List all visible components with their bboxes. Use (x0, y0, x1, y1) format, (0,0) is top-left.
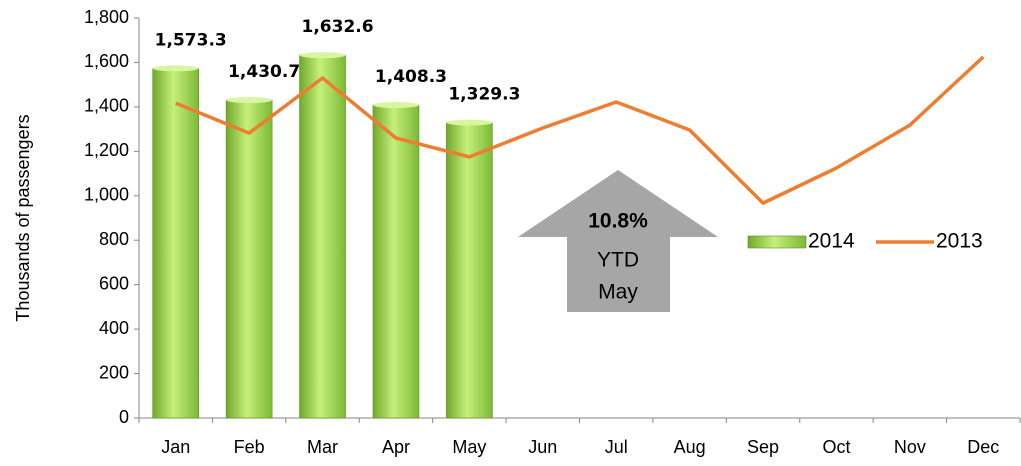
x-tick-label: Aug (674, 437, 706, 457)
value-label: 1,430.7 (228, 62, 300, 82)
x-tick-label: Sep (747, 437, 779, 457)
x-tick-label: Apr (382, 437, 410, 457)
value-label: 1,408.3 (375, 67, 447, 87)
bar (446, 122, 493, 419)
y-tick-label: 1,400 (84, 96, 129, 116)
legend-label: 2014 (808, 230, 855, 253)
x-tick-label: Feb (234, 437, 265, 457)
y-tick-label: 1,000 (84, 185, 129, 205)
y-tick-label: 400 (99, 318, 129, 338)
arrow (518, 170, 718, 312)
bar (372, 104, 420, 419)
annotation: May (598, 281, 638, 304)
x-tick-label: Jul (605, 437, 628, 457)
x-tick-label: Jan (161, 437, 190, 457)
annotation: 10.8% (588, 210, 648, 233)
bar-top (299, 52, 346, 59)
y-tick-label: 800 (99, 229, 129, 249)
y-tick-label: 1,800 (84, 7, 129, 27)
value-label: 1,329.3 (448, 85, 520, 105)
bar-top (226, 97, 273, 104)
x-tick-label: Mar (307, 437, 338, 457)
bar-top (446, 119, 493, 126)
bar (299, 54, 346, 419)
y-axis-title: Thousands of passengers (13, 114, 33, 321)
y-tick-label: 600 (99, 273, 129, 293)
x-tick-label: Jun (528, 437, 557, 457)
line (175, 55, 985, 205)
value-label: 1,632.6 (302, 17, 374, 37)
y-tick-label: 0 (119, 407, 129, 427)
x-tick-label: Oct (822, 437, 850, 457)
bar (225, 99, 273, 419)
bar-top (152, 65, 199, 72)
x-tick-label: Dec (967, 437, 999, 457)
y-tick-label: 1,600 (84, 51, 129, 71)
legend-label: 2013 (936, 230, 983, 253)
value-label: 1,573.3 (155, 30, 227, 50)
y-tick-label: 1,200 (84, 140, 129, 160)
legend-swatch (747, 235, 807, 249)
bar (152, 68, 200, 419)
x-tick-label: May (452, 437, 486, 457)
x-tick-label: Nov (894, 437, 926, 457)
bar-top (372, 102, 419, 109)
annotation: YTD (597, 249, 639, 272)
y-tick-label: 200 (99, 362, 129, 382)
